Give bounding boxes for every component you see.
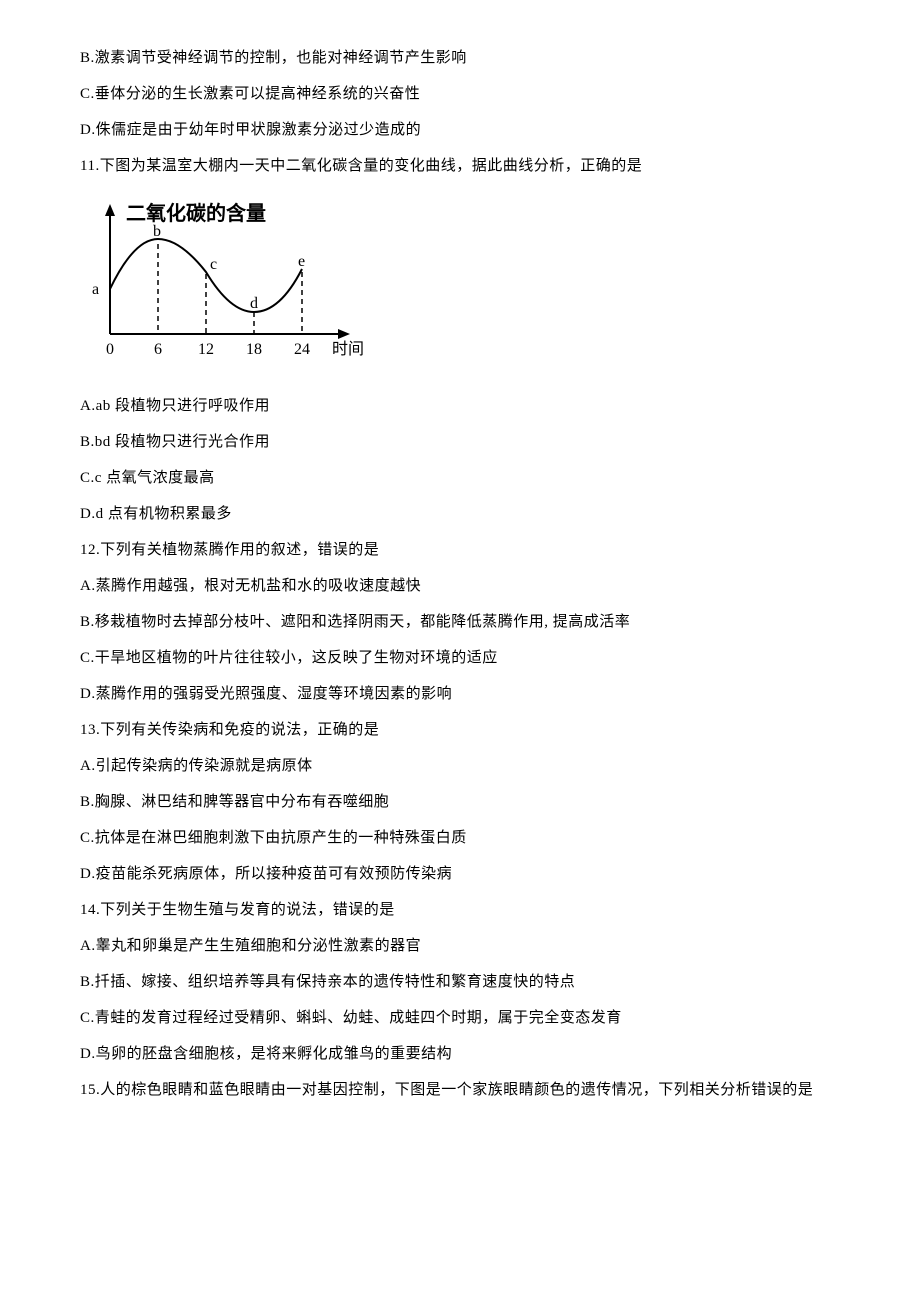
option-text: C.抗体是在淋巴细胞刺激下由抗原产生的一种特殊蛋白质: [80, 820, 840, 856]
x-tick: 12: [198, 341, 214, 358]
question-text: 14.下列关于生物生殖与发育的说法，错误的是: [80, 892, 840, 928]
option-text: B.移栽植物时去掉部分枝叶、遮阳和选择阴雨天，都能降低蒸腾作用, 提高成活率: [80, 604, 840, 640]
x-tick: 24: [294, 341, 310, 358]
point-label-c: c: [210, 256, 217, 273]
x-axis-title: 时间: [332, 340, 364, 358]
question-text: 11.下图为某温室大棚内一天中二氧化碳含量的变化曲线，据此曲线分析，正确的是: [80, 148, 840, 184]
point-label-e: e: [298, 253, 305, 270]
option-text: B.扦插、嫁接、组织培养等具有保持亲本的遗传特性和繁育速度快的特点: [80, 964, 840, 1000]
x-tick: 6: [154, 341, 162, 358]
point-label-a: a: [92, 281, 99, 298]
option-text: C.c 点氧气浓度最高: [80, 460, 840, 496]
option-text: C.垂体分泌的生长激素可以提高神经系统的兴奋性: [80, 76, 840, 112]
option-text: D.d 点有机物积累最多: [80, 496, 840, 532]
question-text: 13.下列有关传染病和免疫的说法，正确的是: [80, 712, 840, 748]
point-label-d: d: [250, 295, 258, 312]
option-text: D.鸟卵的胚盘含细胞核，是将来孵化成雏鸟的重要结构: [80, 1036, 840, 1072]
option-text: B.激素调节受神经调节的控制，也能对神经调节产生影响: [80, 40, 840, 76]
option-text: B.bd 段植物只进行光合作用: [80, 424, 840, 460]
option-text: A.ab 段植物只进行呼吸作用: [80, 388, 840, 424]
option-text: A.引起传染病的传染源就是病原体: [80, 748, 840, 784]
y-axis-title: 二氧化碳的含量: [126, 201, 266, 225]
option-text: D.蒸腾作用的强弱受光照强度、湿度等环境因素的影响: [80, 676, 840, 712]
question-text: 15.人的棕色眼睛和蓝色眼睛由一对基因控制，下图是一个家族眼睛颜色的遗传情况，下…: [80, 1072, 840, 1108]
option-text: A.睾丸和卵巢是产生生殖细胞和分泌性激素的器官: [80, 928, 840, 964]
x-tick: 0: [106, 341, 114, 358]
question-text: 12.下列有关植物蒸腾作用的叙述，错误的是: [80, 532, 840, 568]
option-text: A.蒸腾作用越强，根对无机盐和水的吸收速度越快: [80, 568, 840, 604]
option-text: C.干旱地区植物的叶片往往较小，这反映了生物对环境的适应: [80, 640, 840, 676]
co2-chart: 二氧化碳的含量 a b c d e 0 6 12 18 24 时间: [80, 194, 840, 378]
option-text: D.疫苗能杀死病原体，所以接种疫苗可有效预防传染病: [80, 856, 840, 892]
option-text: C.青蛙的发育过程经过受精卵、蝌蚪、幼蛙、成蛙四个时期，属于完全变态发育: [80, 1000, 840, 1036]
x-tick: 18: [246, 341, 262, 358]
option-text: D.侏儒症是由于幼年时甲状腺激素分泌过少造成的: [80, 112, 840, 148]
option-text: B.胸腺、淋巴结和脾等器官中分布有吞噬细胞: [80, 784, 840, 820]
point-label-b: b: [153, 223, 161, 240]
